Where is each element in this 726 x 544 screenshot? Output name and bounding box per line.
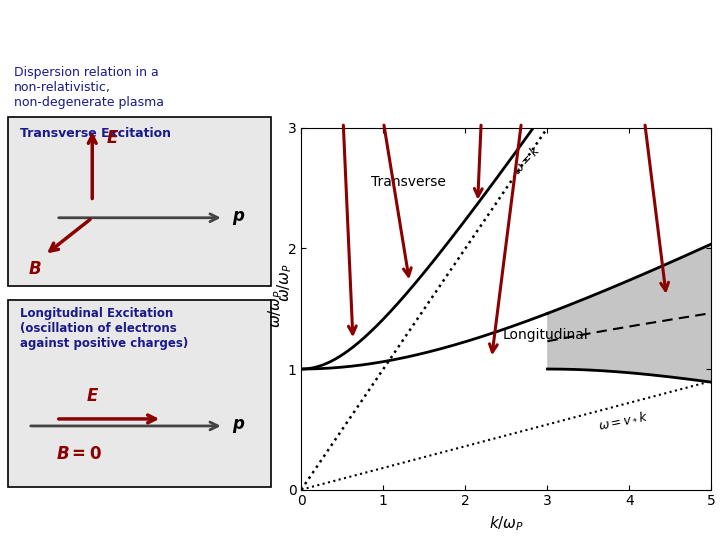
Text: $\boldsymbol{p}$: $\boldsymbol{p}$ xyxy=(232,417,245,435)
Text: Landau
damping: Landau damping xyxy=(616,75,674,102)
Text: $\boldsymbol{E}$: $\boldsymbol{E}$ xyxy=(86,387,99,405)
Text: $\omega/\omega_P$: $\omega/\omega_P$ xyxy=(275,263,294,302)
Text: $\boldsymbol{p}$: $\boldsymbol{p}$ xyxy=(232,209,245,227)
Text: $\boldsymbol{B=0}$: $\boldsymbol{B=0}$ xyxy=(56,445,102,463)
Text: Transverse and Longitudinal “Plasmons”: Transverse and Longitudinal “Plasmons” xyxy=(91,14,635,38)
Text: Transverse: Transverse xyxy=(371,175,446,189)
Text: Neutrinos in Astrophysics and Cosmology, NBI, 23–27 June 2014: Neutrinos in Astrophysics and Cosmology,… xyxy=(429,527,719,536)
Text: Transverse Excitation: Transverse Excitation xyxy=(20,127,171,139)
Text: Georg Raffelt, MPI Physics, Munich: Georg Raffelt, MPI Physics, Munich xyxy=(7,527,163,536)
Text: $\boldsymbol{E}$: $\boldsymbol{E}$ xyxy=(106,129,119,147)
Text: Longitudinal: Longitudinal xyxy=(502,328,588,342)
Text: Space-like
$\omega^2 - k^2 < 0$: Space-like $\omega^2 - k^2 < 0$ xyxy=(468,72,535,104)
FancyBboxPatch shape xyxy=(9,300,271,487)
Text: Longitudinal Excitation
(oscillation of electrons
against positive charges): Longitudinal Excitation (oscillation of … xyxy=(20,307,188,350)
Text: $\boldsymbol{B}$: $\boldsymbol{B}$ xyxy=(28,260,41,278)
Text: $\omega = k$: $\omega = k$ xyxy=(510,143,544,178)
Text: $\omega = v_* k$: $\omega = v_* k$ xyxy=(597,409,649,431)
Text: Time-like
$\omega^2 - k^2 > 0$: Time-like $\omega^2 - k^2 > 0$ xyxy=(330,72,397,104)
X-axis label: $k/\omega_P$: $k/\omega_P$ xyxy=(489,514,524,533)
Text: Dispersion relation in a
non-relativistic,
non-degenerate plasma: Dispersion relation in a non-relativisti… xyxy=(14,66,164,109)
FancyBboxPatch shape xyxy=(9,117,271,286)
Y-axis label: $\omega/\omega_P$: $\omega/\omega_P$ xyxy=(266,289,285,328)
